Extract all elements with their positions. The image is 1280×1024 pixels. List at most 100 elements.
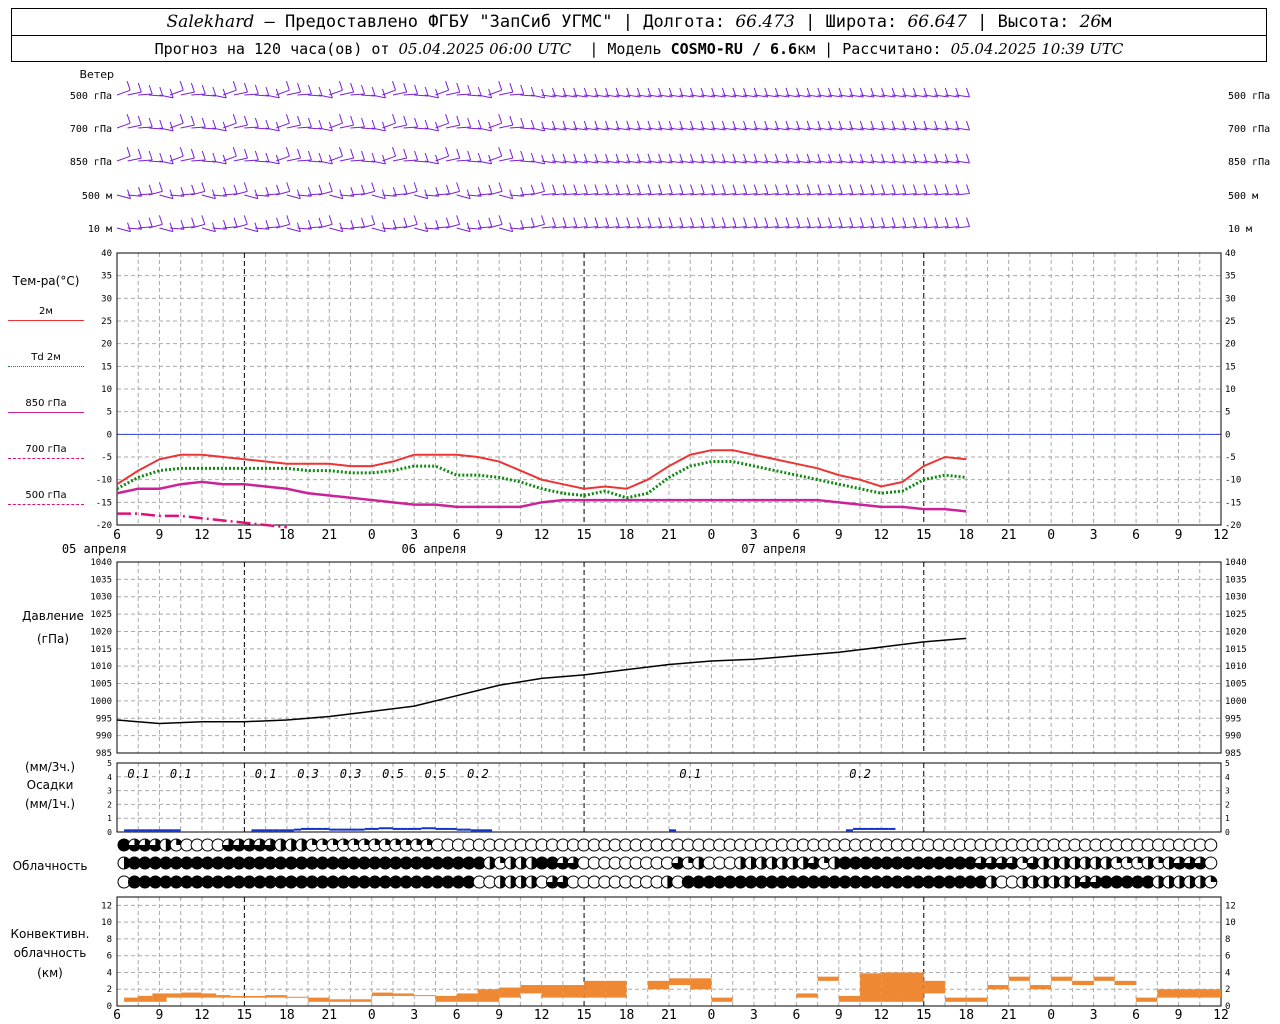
wind-barb xyxy=(148,182,163,196)
wind-barb-feather xyxy=(381,88,386,99)
wind-barb xyxy=(817,217,833,229)
cloud-fill xyxy=(698,857,705,869)
wind-barb-feather xyxy=(445,81,450,91)
cloud-fill xyxy=(1027,857,1040,870)
temp-ytick-right: 20 xyxy=(1225,340,1236,350)
wind-barb-shaft xyxy=(743,160,758,164)
pressure-ytick-right: 1005 xyxy=(1225,680,1247,690)
time-tick-label: 18 xyxy=(958,528,974,543)
precip-bar xyxy=(463,828,471,831)
wind-barb-feather xyxy=(137,82,142,93)
conv-bar xyxy=(966,997,988,1002)
lon-label: Долгота: xyxy=(643,12,726,32)
wind-barb-feather xyxy=(902,217,907,227)
wind-barb-shaft xyxy=(169,122,184,129)
wind-barb xyxy=(477,217,493,229)
wind-barb xyxy=(222,81,237,96)
wind-barb xyxy=(127,82,142,96)
wind-barb-feather xyxy=(318,119,323,130)
wind-barb-feather xyxy=(636,217,641,227)
precip-ytick-right: 3 xyxy=(1225,787,1230,796)
wind-barb-feather xyxy=(498,81,503,91)
time-tick-label: 9 xyxy=(156,528,164,543)
wind-barb-shaft xyxy=(520,193,535,196)
wind-barb-shaft xyxy=(382,89,396,96)
wind-barb xyxy=(849,217,864,229)
wind-barb-feather xyxy=(753,184,758,194)
wind-barb-feather xyxy=(381,121,386,132)
wind-barb-feather xyxy=(190,148,195,159)
cloud-fill xyxy=(301,839,308,851)
wind-barb-feather xyxy=(169,222,174,232)
wind-barb-feather xyxy=(435,121,440,132)
wind-barb-shaft xyxy=(138,93,153,96)
wind-barb xyxy=(159,154,174,165)
wind-barb-feather xyxy=(594,217,599,227)
wind-barb-shaft xyxy=(116,227,131,233)
wind-barb-shaft xyxy=(626,127,641,131)
wind-barb-shaft xyxy=(573,160,588,164)
wind-barb-shaft xyxy=(775,226,790,229)
wind-barb-shaft xyxy=(414,94,429,97)
pressure-ytick-right: 1010 xyxy=(1225,662,1247,672)
cloud-fill xyxy=(1043,876,1050,888)
wind-barb xyxy=(222,114,237,129)
wind-barb xyxy=(371,88,386,99)
wind-barb-shaft xyxy=(700,127,715,131)
wind-barb-shaft xyxy=(743,127,758,131)
wind-barb-shaft xyxy=(849,160,864,164)
wind-barb xyxy=(138,84,153,96)
wind-barb-feather xyxy=(934,184,939,194)
wind-barb-feather xyxy=(955,184,960,194)
cloud-fill xyxy=(995,857,1008,870)
wind-barb-shaft xyxy=(233,157,248,162)
wind-barb-feather xyxy=(477,86,482,97)
wind-barb xyxy=(148,152,164,163)
wind-barb-feather xyxy=(711,184,716,194)
wind-barb xyxy=(297,150,312,162)
wind-barb-feather xyxy=(721,184,726,194)
wind-barb xyxy=(329,81,343,96)
wind-barb-feather xyxy=(127,189,131,199)
temp-panel-title: Тем-ра(°C) xyxy=(12,274,80,288)
wind-barb-feather xyxy=(190,115,195,126)
wind-barb xyxy=(796,184,811,196)
wind-barb-shaft xyxy=(828,193,843,196)
wind-barb-shaft xyxy=(849,127,864,131)
precip-bar xyxy=(442,827,450,830)
cloud-symbol xyxy=(974,856,988,870)
wind-barb xyxy=(499,115,514,129)
wind-barb xyxy=(148,86,164,97)
wind-barb-shaft xyxy=(170,227,185,230)
wind-barb-shaft xyxy=(594,193,609,196)
cloud-fill xyxy=(1043,857,1050,869)
wind-barb xyxy=(339,82,355,96)
conv-bar xyxy=(1157,989,1179,998)
wind-barb-feather xyxy=(456,82,461,93)
conv-time-tick-label: 12 xyxy=(1213,1008,1229,1023)
wind-barb-shaft xyxy=(806,160,821,164)
wind-barb-feather xyxy=(361,184,365,194)
wind-barb-feather xyxy=(817,184,822,194)
temp-ytick-left: -5 xyxy=(101,453,112,463)
wind-barb-feather xyxy=(338,114,343,124)
wind-barb-shaft xyxy=(594,127,609,131)
wind-barb-feather xyxy=(148,117,153,128)
wind-barb-shaft xyxy=(647,127,662,131)
wind-barb xyxy=(350,84,365,96)
wind-barb-shaft xyxy=(785,193,800,196)
wind-barb-shaft xyxy=(265,127,280,132)
wind-barb-shaft xyxy=(860,94,875,98)
wind-barb xyxy=(276,215,291,229)
wind-barb xyxy=(169,81,184,96)
wind-barb-feather xyxy=(212,152,217,163)
wind-barb xyxy=(371,121,386,132)
wind-barb-shaft xyxy=(594,160,609,164)
wind-barb-feather xyxy=(966,120,970,131)
wind-barb-feather xyxy=(849,217,854,227)
wind-barb-shaft xyxy=(445,190,460,196)
station-name: Salekhard xyxy=(166,12,255,32)
cloud-symbol xyxy=(295,838,309,852)
wind-barb-feather xyxy=(679,217,684,227)
wind-barb xyxy=(265,88,280,99)
